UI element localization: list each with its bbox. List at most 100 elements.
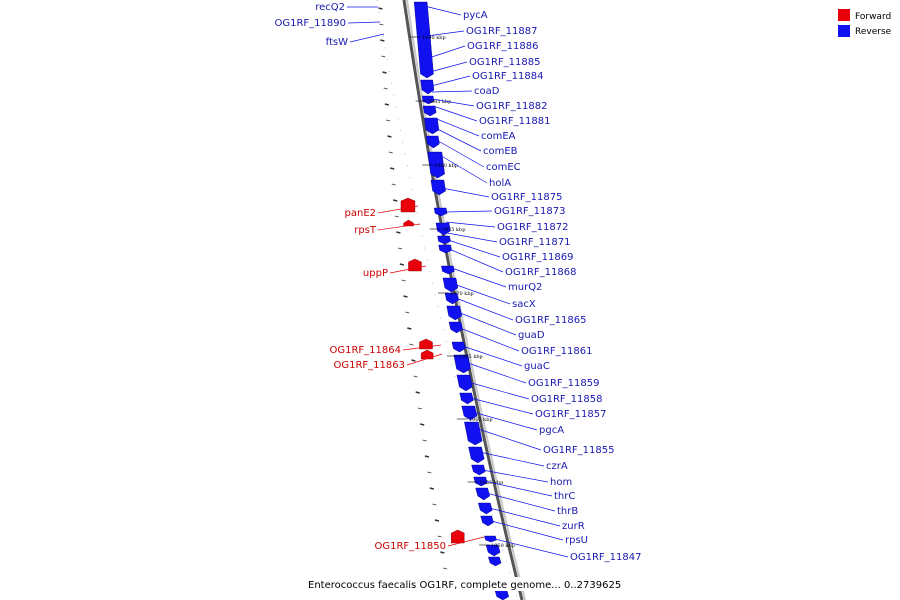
minor-tick <box>399 263 405 266</box>
label-leader <box>475 427 542 451</box>
forward-gene-block[interactable] <box>403 219 414 227</box>
reverse-gene-block[interactable] <box>446 305 462 321</box>
label-leader <box>406 353 443 366</box>
reverse-gene-block[interactable] <box>480 515 494 527</box>
gene-label-guad[interactable]: guaD <box>518 330 545 341</box>
reverse-gene-block[interactable] <box>438 244 452 254</box>
reverse-gene-block[interactable] <box>413 1 434 79</box>
gene-label-og1rf-11871[interactable]: OG1RF_11871 <box>499 237 571 248</box>
gene-label-og1rf-11865[interactable]: OG1RF_11865 <box>515 315 587 326</box>
gene-label-og1rf-11881[interactable]: OG1RF_11881 <box>479 116 551 127</box>
minor-tick <box>391 183 396 186</box>
gene-label-og1rf-11857[interactable]: OG1RF_11857 <box>535 409 607 420</box>
reverse-gene-block[interactable] <box>427 151 445 179</box>
reverse-gene-block[interactable] <box>425 135 440 149</box>
reverse-gene-block[interactable] <box>494 589 510 600</box>
reverse-gene-block[interactable] <box>478 502 493 515</box>
reverse-gene-block[interactable] <box>430 179 446 196</box>
gene-label-og1rf-11850[interactable]: OG1RF_11850 <box>375 541 447 552</box>
reverse-gene-block[interactable] <box>471 464 486 476</box>
minor-tick <box>429 487 435 490</box>
gene-label-hola[interactable]: holA <box>489 178 511 189</box>
forward-gene-block[interactable] <box>408 258 422 272</box>
gene-label-og1rf-11868[interactable]: OG1RF_11868 <box>505 267 577 278</box>
reverse-gene-block[interactable] <box>448 321 463 334</box>
reverse-gene-block[interactable] <box>424 117 440 135</box>
reverse-gene-block[interactable] <box>488 556 502 567</box>
gene-label-zurr[interactable]: zurR <box>562 521 585 532</box>
gene-label-og1rf-11864[interactable]: OG1RF_11864 <box>330 345 402 356</box>
reverse-gene-block[interactable] <box>421 95 435 105</box>
label-leader <box>426 30 465 37</box>
minor-tick <box>409 343 414 346</box>
gene-label-sacx[interactable]: sacX <box>512 299 536 310</box>
gene-label-og1rf-11890[interactable]: OG1RF_11890 <box>275 18 347 29</box>
gene-label-og1rf-11858[interactable]: OG1RF_11858 <box>531 394 603 405</box>
reverse-gene-block[interactable] <box>456 374 473 392</box>
gene-label-pgca[interactable]: pgcA <box>539 425 564 436</box>
gene-label-rpsu[interactable]: rpsU <box>565 535 588 546</box>
gene-label-guac[interactable]: guaC <box>524 361 550 372</box>
gene-label-uppp[interactable]: uppP <box>363 268 388 279</box>
gene-label-recq2[interactable]: recQ2 <box>315 2 345 13</box>
reverse-gene-block[interactable] <box>485 544 501 557</box>
gene-label-rpst[interactable]: rpsT <box>354 225 377 236</box>
gene-label-coad[interactable]: coaD <box>474 86 500 97</box>
gene-label-og1rf-11875[interactable]: OG1RF_11875 <box>491 192 563 203</box>
gene-label-ftsw[interactable]: ftsW <box>326 37 348 48</box>
gene-label-czra[interactable]: czrA <box>546 461 568 472</box>
reverse-gene-block[interactable] <box>442 277 459 293</box>
reverse-gene-block[interactable] <box>459 392 474 405</box>
minor-tick <box>393 199 398 202</box>
minor-tick <box>394 215 399 218</box>
gene-label-og1rf-11886[interactable]: OG1RF_11886 <box>467 41 539 52</box>
reverse-gene-block[interactable] <box>464 421 483 446</box>
gene-label-og1rf-11861[interactable]: OG1RF_11861 <box>521 346 593 357</box>
gene-label-comec[interactable]: comEC <box>486 162 521 173</box>
label-leader <box>455 297 514 321</box>
forward-gene-block[interactable] <box>420 349 434 360</box>
gene-label-hom[interactable]: hom <box>550 477 572 488</box>
reverse-gene-block[interactable] <box>475 487 490 501</box>
reverse-gene-block[interactable] <box>420 79 435 95</box>
gene-label-murq2[interactable]: murQ2 <box>508 282 542 293</box>
minor-tick <box>424 455 430 458</box>
gene-label-og1rf-11887[interactable]: OG1RF_11887 <box>466 26 538 37</box>
gene-label-pane2[interactable]: panE2 <box>345 208 377 219</box>
reverse-gene-block[interactable] <box>433 207 448 217</box>
reverse-gene-block[interactable] <box>461 405 478 421</box>
forward-gene-block[interactable] <box>400 197 416 213</box>
minor-tick <box>398 247 403 250</box>
label-leader <box>428 45 466 59</box>
gene-label-comeb[interactable]: comEB <box>483 146 518 157</box>
gene-label-og1rf-11872[interactable]: OG1RF_11872 <box>497 222 569 233</box>
gene-label-og1rf-11885[interactable]: OG1RF_11885 <box>469 57 541 68</box>
reverse-gene-block[interactable] <box>435 222 451 236</box>
reverse-gene-block[interactable] <box>437 235 451 245</box>
gene-label-og1rf-11847[interactable]: OG1RF_11847 <box>570 552 642 563</box>
gene-label-pyca[interactable]: pycA <box>463 10 488 21</box>
label-leader <box>432 98 475 107</box>
reverse-gene-block[interactable] <box>468 446 485 464</box>
gene-label-og1rf-11863[interactable]: OG1RF_11863 <box>334 360 406 371</box>
gene-label-og1rf-11859[interactable]: OG1RF_11859 <box>528 378 600 389</box>
reverse-gene-block[interactable] <box>441 265 455 275</box>
reverse-gene-block[interactable] <box>453 354 471 374</box>
forward-gene-block[interactable] <box>451 529 465 544</box>
gene-label-og1rf-11884[interactable]: OG1RF_11884 <box>472 71 544 82</box>
gene-label-og1rf-11882[interactable]: OG1RF_11882 <box>476 101 548 112</box>
minor-tick <box>386 119 391 122</box>
reverse-gene-block[interactable] <box>444 292 459 305</box>
label-leader <box>444 210 493 213</box>
minor-tick <box>378 7 383 10</box>
gene-label-og1rf-11869[interactable]: OG1RF_11869 <box>502 252 574 263</box>
reverse-gene-block[interactable] <box>451 341 466 353</box>
gene-label-og1rf-11873[interactable]: OG1RF_11873 <box>494 206 566 217</box>
gene-label-thrb[interactable]: thrB <box>557 506 578 517</box>
gene-label-comea[interactable]: comEA <box>481 131 516 142</box>
gene-label-og1rf-11855[interactable]: OG1RF_11855 <box>543 445 615 456</box>
gene-label-thrc[interactable]: thrC <box>554 491 575 502</box>
reverse-gene-block[interactable] <box>484 535 497 543</box>
minor-tick <box>401 279 406 282</box>
label-leader <box>347 21 381 24</box>
